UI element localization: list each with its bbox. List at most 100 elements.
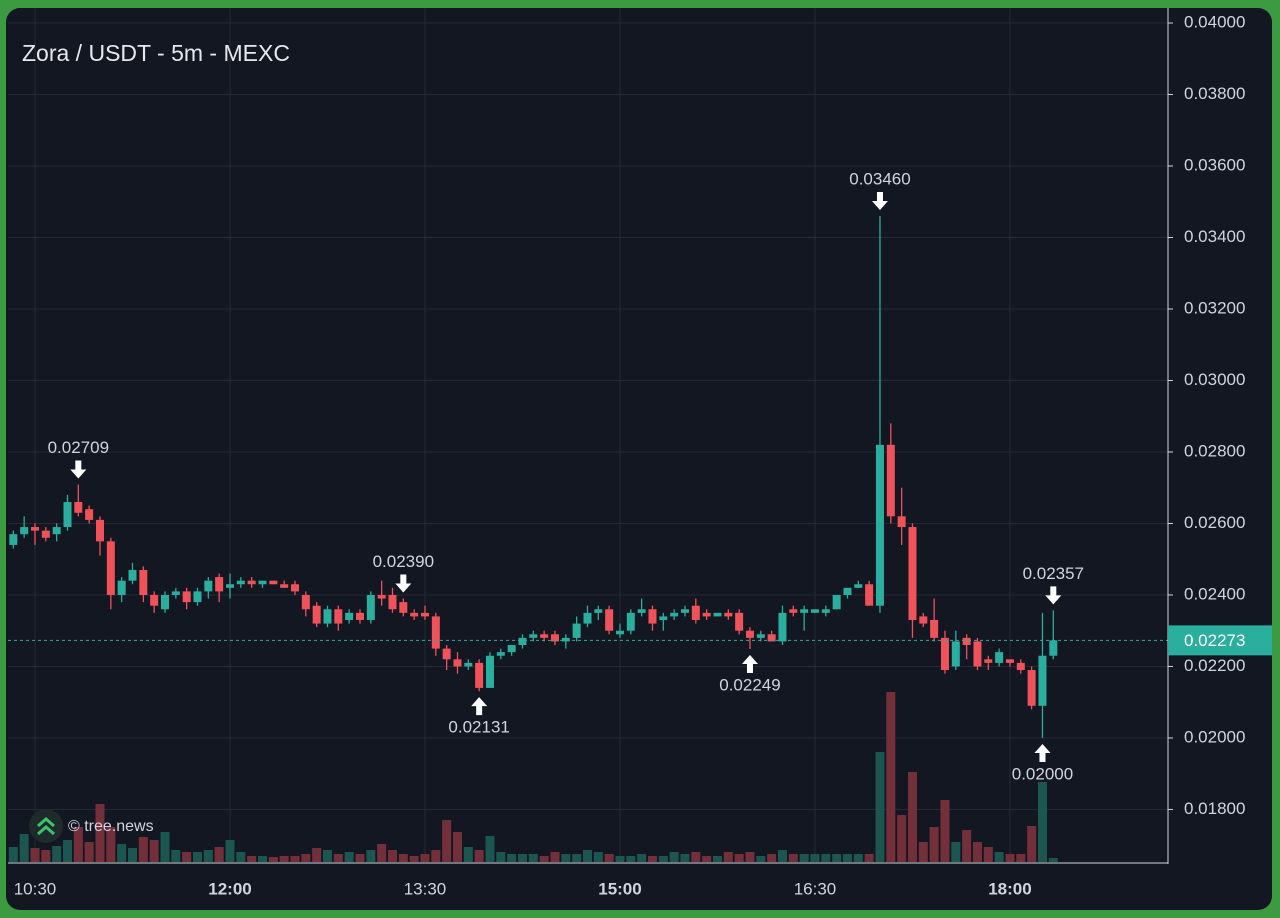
volume-bar	[301, 854, 311, 862]
volume-bar	[777, 850, 787, 862]
y-tick-label: 0.02200	[1184, 656, 1245, 675]
candle-body	[572, 623, 581, 638]
candle-body	[637, 609, 646, 613]
candle-body	[540, 634, 549, 638]
annotation-arrow	[70, 460, 87, 479]
volume-bar	[680, 854, 690, 862]
candle-body	[280, 584, 289, 588]
candle-body	[886, 444, 895, 517]
candle-body	[865, 584, 874, 606]
volume-bar	[1005, 854, 1015, 862]
volume-bar	[712, 856, 722, 862]
volume-bar	[290, 856, 300, 862]
volume-bar	[886, 692, 896, 862]
volume-bar	[496, 852, 506, 862]
candle-body	[63, 502, 72, 528]
volume-bar	[214, 847, 224, 862]
volume-bar	[853, 854, 863, 862]
volume-bar	[398, 854, 408, 862]
candle-body	[290, 584, 299, 592]
volume-bar	[366, 850, 376, 862]
candle-body	[854, 584, 863, 588]
candle-body	[236, 580, 245, 585]
candle-body	[301, 594, 310, 610]
candle-body	[464, 662, 473, 667]
candle-body	[583, 612, 592, 624]
volume-bar	[788, 854, 798, 862]
candle-body	[615, 630, 624, 635]
volume-bar	[972, 842, 982, 862]
candle-body	[388, 594, 397, 610]
y-tick-label: 0.02800	[1184, 441, 1245, 460]
volume-bar	[561, 854, 571, 862]
candle-body	[713, 612, 722, 617]
annotation-label: 0.02131	[448, 718, 509, 737]
volume-bar	[95, 804, 105, 862]
annotation-label: 0.02390	[373, 552, 434, 571]
candle-body	[800, 609, 809, 613]
volume-bar	[702, 856, 712, 862]
candle-body	[485, 655, 494, 688]
y-tick-label: 0.03600	[1184, 155, 1245, 174]
volume-bar	[669, 852, 679, 862]
volume-bar	[962, 830, 972, 862]
candle-body	[821, 609, 830, 613]
volume-bar	[734, 854, 744, 862]
volume-bar	[983, 847, 993, 862]
volume-bar	[582, 850, 592, 862]
volume-bar	[84, 842, 94, 862]
candle-body	[767, 634, 776, 642]
candle-body	[247, 580, 256, 585]
candle-body	[269, 580, 278, 585]
candle-body	[496, 652, 505, 656]
y-tick-label: 0.02600	[1184, 513, 1245, 532]
candle-body	[225, 584, 234, 588]
candle-body	[670, 612, 679, 617]
volume-bar	[550, 852, 560, 862]
candle-body	[215, 577, 224, 592]
candle-body	[832, 594, 841, 610]
volume-bar	[767, 854, 777, 862]
candle-body	[128, 569, 137, 581]
plot	[8, 8, 1168, 862]
candle-body	[139, 569, 148, 595]
candle-body	[150, 594, 159, 606]
volume-bar	[745, 852, 755, 862]
candle-body	[518, 637, 527, 646]
y-tick-label: 0.03800	[1184, 84, 1245, 103]
volume-bar	[452, 832, 462, 862]
candle-body	[680, 609, 689, 613]
candle-body	[984, 659, 993, 663]
candle-body	[193, 591, 202, 603]
volume-bar	[225, 840, 235, 862]
volume-bar	[485, 836, 495, 862]
x-tick-label: 15:00	[598, 879, 641, 898]
current-price-label: 0.02273	[1184, 631, 1245, 650]
volume-bar	[182, 852, 192, 862]
candle-body	[908, 527, 917, 620]
volume-bar	[637, 854, 647, 862]
candle-body	[951, 641, 960, 667]
candle-body	[31, 527, 39, 531]
candle-body	[85, 509, 94, 520]
volume-bar	[647, 856, 657, 862]
annotation-arrow	[395, 574, 412, 593]
candle-body	[345, 612, 354, 620]
candle-body	[1038, 655, 1047, 706]
volume-bar	[626, 856, 636, 862]
chart-panel	[6, 8, 1272, 910]
chart-title: Zora / USDT - 5m - MEXC	[22, 40, 290, 66]
volume-bar	[127, 848, 137, 862]
volume-bar	[257, 856, 267, 862]
volume-bar	[236, 852, 246, 862]
volume-bar	[723, 852, 733, 862]
candle-body	[789, 609, 798, 613]
volume-bar	[41, 850, 51, 862]
candle-body	[355, 612, 364, 620]
volume-bar	[19, 834, 29, 862]
volume-bar	[951, 842, 961, 862]
annotation-label: 0.02709	[48, 438, 109, 457]
candle-body	[1016, 662, 1025, 671]
annotation-arrow	[871, 192, 888, 211]
volume-bar	[593, 852, 603, 862]
